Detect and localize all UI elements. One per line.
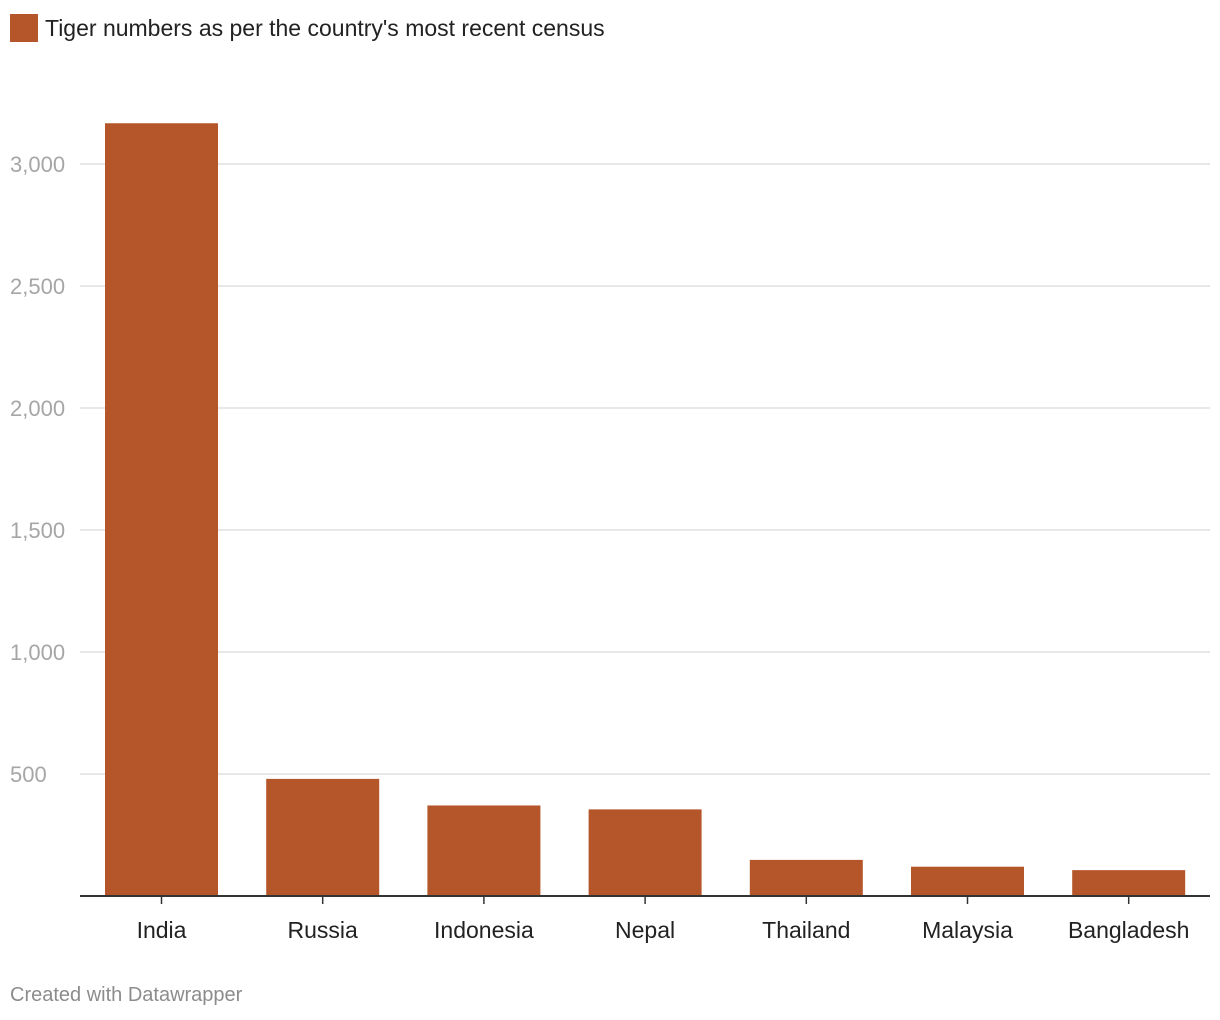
y-tick-label: 2,500 bbox=[10, 274, 65, 299]
y-tick-label: 2,000 bbox=[10, 396, 65, 421]
credit-text: Created with Datawrapper bbox=[10, 984, 243, 1006]
bar-indonesia bbox=[427, 805, 541, 896]
x-tick-label: Russia bbox=[288, 917, 359, 943]
y-tick-label: 1,500 bbox=[10, 518, 65, 543]
x-tick-label: Thailand bbox=[762, 917, 850, 943]
legend-swatch bbox=[10, 14, 38, 42]
legend: Tiger numbers as per the country's most … bbox=[10, 14, 605, 42]
bar-nepal bbox=[588, 809, 702, 896]
x-tick-label: India bbox=[137, 917, 187, 943]
bar-india bbox=[105, 123, 218, 896]
y-tick-label: 3,000 bbox=[10, 152, 65, 177]
x-tick-label: Nepal bbox=[615, 917, 675, 943]
bar-russia bbox=[266, 778, 380, 896]
bar-malaysia bbox=[911, 866, 1024, 896]
y-tick-label: 1,000 bbox=[10, 640, 65, 665]
x-tick-label: Indonesia bbox=[434, 917, 534, 943]
y-tick-label: 500 bbox=[10, 762, 47, 787]
legend-label: Tiger numbers as per the country's most … bbox=[45, 14, 605, 41]
x-tick-label: Malaysia bbox=[922, 917, 1013, 943]
bar-thailand bbox=[749, 859, 863, 896]
x-tick-label: Bangladesh bbox=[1068, 917, 1190, 943]
bar-bangladesh bbox=[1072, 870, 1186, 896]
